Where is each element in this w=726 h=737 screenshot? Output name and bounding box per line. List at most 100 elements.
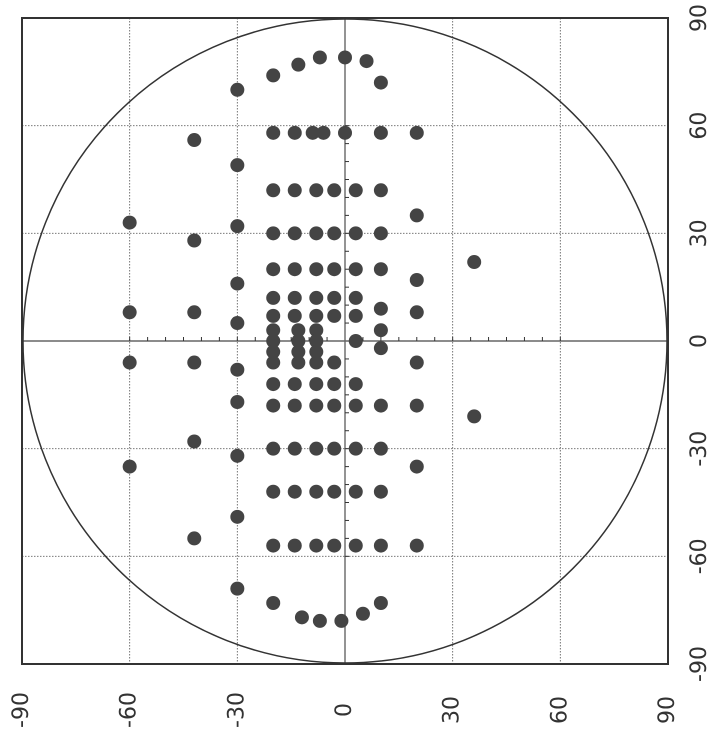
data-point xyxy=(373,301,388,316)
data-point xyxy=(327,226,342,241)
data-point xyxy=(348,262,363,277)
data-point xyxy=(230,581,245,596)
data-point xyxy=(309,538,324,553)
data-point xyxy=(348,290,363,305)
data-point xyxy=(287,290,302,305)
x-tick-label: 0 xyxy=(687,334,712,348)
data-point xyxy=(327,484,342,499)
data-point xyxy=(348,183,363,198)
y-tick-label: -60 xyxy=(117,692,142,728)
data-point xyxy=(409,305,424,320)
data-point xyxy=(230,82,245,97)
y-tick-label: -30 xyxy=(224,692,249,728)
data-point xyxy=(327,538,342,553)
data-point xyxy=(287,377,302,392)
data-point xyxy=(309,226,324,241)
data-point xyxy=(291,355,306,370)
x-tick-label: -60 xyxy=(687,538,712,574)
data-point xyxy=(359,54,374,69)
data-point xyxy=(266,484,281,499)
data-point xyxy=(373,484,388,499)
y-tick-label: -90 xyxy=(9,692,34,728)
data-point xyxy=(409,125,424,140)
data-point xyxy=(338,125,352,140)
data-point xyxy=(230,316,245,331)
data-point xyxy=(309,334,324,348)
data-point xyxy=(230,276,245,291)
data-point xyxy=(467,255,482,270)
x-tick-label: 30 xyxy=(687,219,712,247)
x-tick-label: -90 xyxy=(687,646,712,682)
data-point xyxy=(291,334,306,348)
data-point xyxy=(348,484,363,499)
data-point xyxy=(309,344,324,359)
data-point xyxy=(373,226,388,241)
data-point xyxy=(230,395,245,410)
data-point xyxy=(309,398,324,413)
data-point xyxy=(287,538,302,553)
data-point xyxy=(334,613,349,628)
data-point xyxy=(348,226,363,241)
data-point xyxy=(327,262,342,277)
x-tick-label: -30 xyxy=(687,431,712,467)
data-point xyxy=(187,355,202,370)
data-point xyxy=(348,377,363,392)
data-point xyxy=(309,183,324,198)
data-point xyxy=(230,219,245,234)
data-point xyxy=(287,308,302,323)
data-point xyxy=(327,308,342,323)
y-tick-label: 0 xyxy=(332,703,357,717)
data-point xyxy=(373,341,388,356)
data-point xyxy=(409,459,424,474)
data-point xyxy=(266,226,281,241)
data-point xyxy=(338,50,352,65)
data-point xyxy=(266,308,281,323)
data-point xyxy=(230,448,245,463)
data-point xyxy=(287,441,302,456)
data-point xyxy=(348,441,363,456)
y-tick-label: 90 xyxy=(655,696,680,724)
data-point xyxy=(373,75,388,90)
data-point xyxy=(266,377,281,392)
data-point xyxy=(327,441,342,456)
data-point xyxy=(266,125,281,140)
data-point xyxy=(327,398,342,413)
data-point xyxy=(287,125,302,140)
data-point xyxy=(467,409,482,424)
data-point xyxy=(266,183,281,198)
data-point xyxy=(230,362,245,377)
data-point xyxy=(312,50,327,65)
data-point xyxy=(309,441,324,456)
data-point xyxy=(291,344,306,359)
y-tick-labels: 90 60 30 0 -30 -60 -90 xyxy=(9,692,680,728)
data-point xyxy=(266,68,281,83)
x-tick-label: 90 xyxy=(687,4,712,32)
data-point xyxy=(309,262,324,277)
data-point xyxy=(266,262,281,277)
data-point xyxy=(355,606,370,621)
data-point xyxy=(266,323,281,338)
data-point xyxy=(348,334,363,348)
data-point xyxy=(305,125,320,140)
data-point xyxy=(348,398,363,413)
data-point xyxy=(291,323,306,338)
data-point xyxy=(409,538,424,553)
data-point xyxy=(348,538,363,553)
data-point xyxy=(409,208,424,223)
plot-frame xyxy=(21,17,669,665)
data-point xyxy=(316,125,331,140)
data-point xyxy=(409,272,424,287)
data-point xyxy=(312,613,327,628)
data-point xyxy=(373,595,388,610)
data-point xyxy=(294,610,309,625)
data-point xyxy=(409,398,424,413)
data-point xyxy=(122,215,137,230)
data-point xyxy=(327,355,342,370)
data-point xyxy=(309,484,324,499)
data-point xyxy=(187,133,202,148)
data-point xyxy=(327,183,342,198)
data-point xyxy=(266,538,281,553)
data-point xyxy=(309,308,324,323)
data-point xyxy=(187,233,202,248)
data-point xyxy=(327,377,342,392)
